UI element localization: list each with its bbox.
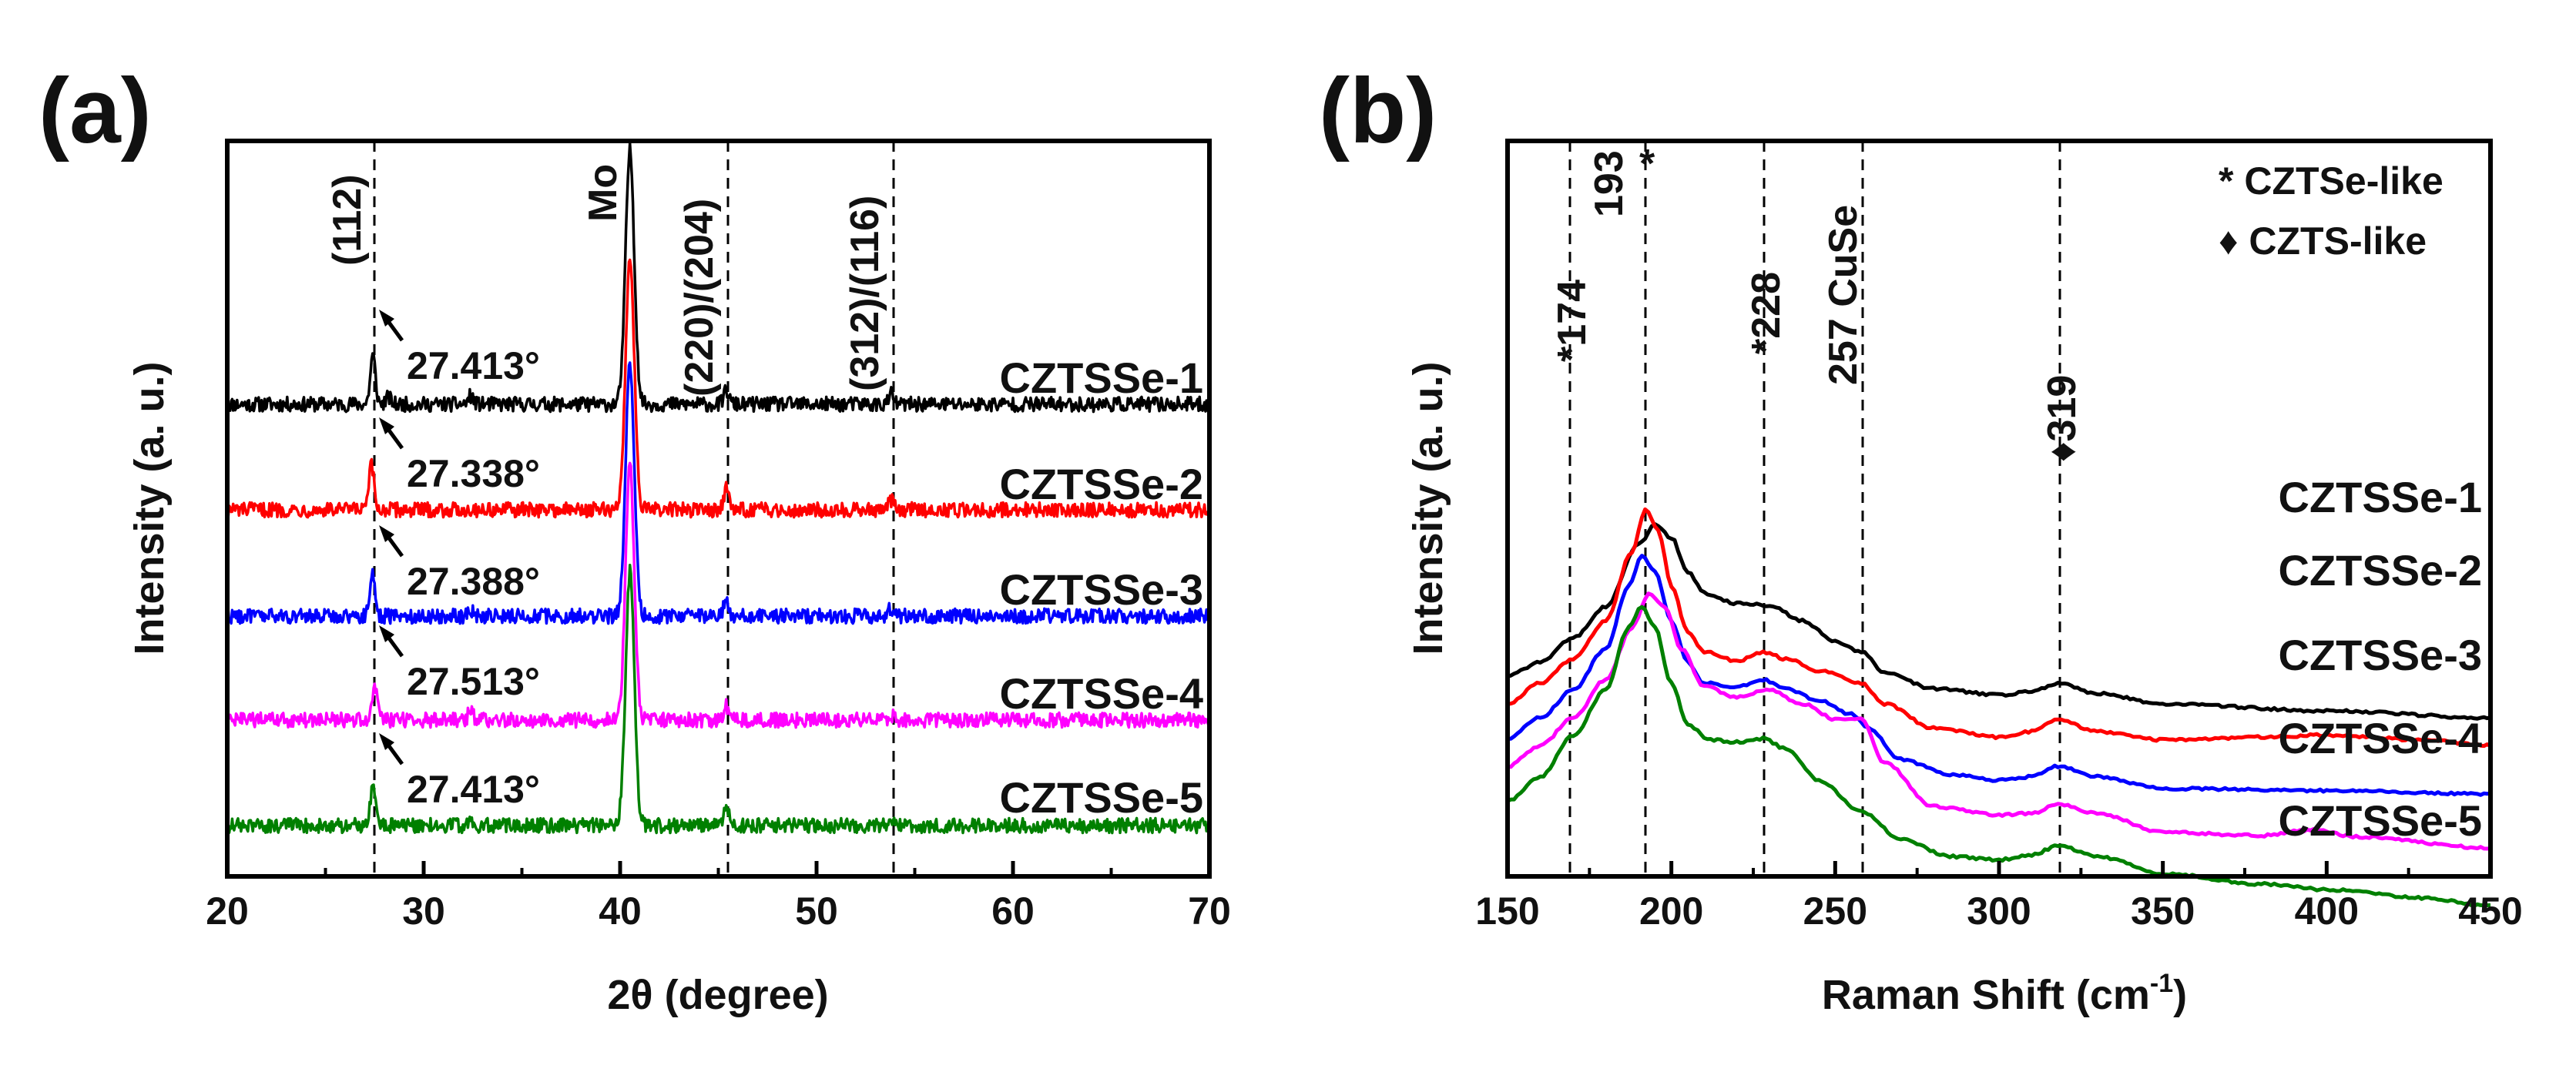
panel-b-reference-lines bbox=[1568, 141, 2061, 876]
raman-series-1 bbox=[1507, 522, 2491, 721]
peak-label-174: *174 bbox=[1550, 280, 1595, 362]
x-tick-label-a-50: 50 bbox=[795, 889, 838, 933]
panel-a-reference-lines bbox=[373, 141, 895, 876]
panel-b-y-axis-title: Intensity (a. u.) bbox=[1405, 361, 1451, 655]
peak-label-112: (112) bbox=[325, 174, 370, 266]
position-label-1: 27.413° bbox=[407, 344, 540, 387]
xrd-series-4 bbox=[226, 461, 1210, 729]
panel-a-series bbox=[226, 142, 1211, 835]
peak-label-257-cuse: 257 CuSe bbox=[1821, 205, 1866, 385]
peak-label-319: ♦319 bbox=[2040, 375, 2085, 462]
series-label-b-3: CZTSSe-3 bbox=[2279, 631, 2483, 679]
x-tick-label-b-250: 250 bbox=[1803, 889, 1867, 933]
peak-label-193-star: * bbox=[1639, 142, 1655, 186]
arrow-head-2 bbox=[379, 417, 394, 434]
panel-b-series bbox=[1506, 507, 2492, 908]
position-label-3: 27.388° bbox=[407, 560, 540, 603]
x-tick-label-a-40: 40 bbox=[599, 889, 642, 933]
series-label-a-2: CZTSSe-2 bbox=[1000, 460, 1204, 508]
panel-b-x-axis-title-sup: -1 bbox=[2150, 969, 2173, 998]
position-label-5: 27.413° bbox=[407, 768, 540, 811]
panel-b-x-axis-title: Raman Shift (cm-1) bbox=[1822, 969, 2187, 1018]
panel-a-x-axis-title: 2θ (degree) bbox=[607, 972, 828, 1018]
arrow-head-3 bbox=[379, 525, 394, 542]
legend-item-czts: ♦ CZTS-like bbox=[2219, 219, 2427, 263]
peak-label-312-116: (312)/(116) bbox=[843, 196, 887, 391]
x-tick-label-a-70: 70 bbox=[1188, 889, 1231, 933]
arrow-head-4 bbox=[379, 625, 394, 642]
peak-label-220-204: (220)/(204) bbox=[677, 199, 722, 397]
raman-series-5 bbox=[1506, 605, 2491, 908]
series-label-b-4: CZTSSe-4 bbox=[2279, 714, 2483, 762]
panel-b-ticks: 150 200 250 300 350 400 450 bbox=[1475, 861, 2523, 933]
panel-b-letter: (b) bbox=[1319, 59, 1437, 162]
arrow-head-1 bbox=[379, 310, 394, 327]
panel-a: (a) 20 30 40 50 60 70 (112) Mo (220)/(204) (3… bbox=[39, 59, 1231, 1018]
xrd-series-3 bbox=[226, 361, 1211, 625]
x-tick-label-b-450: 450 bbox=[2458, 889, 2522, 933]
series-label-a-5: CZTSSe-5 bbox=[1000, 773, 1204, 822]
series-label-a-3: CZTSSe-3 bbox=[1000, 565, 1204, 614]
panel-b: (b) 150 200 250 300 350 400 450 *174 193 * *22… bbox=[1319, 59, 2523, 1018]
x-tick-label-a-30: 30 bbox=[402, 889, 445, 933]
series-label-b-2: CZTSSe-2 bbox=[2279, 546, 2483, 595]
raman-series-4 bbox=[1507, 591, 2491, 851]
xrd-series-2 bbox=[226, 258, 1211, 519]
x-tick-label-b-300: 300 bbox=[1967, 889, 2031, 933]
peak-label-mo: Mo bbox=[581, 164, 626, 222]
x-tick-label-b-200: 200 bbox=[1639, 889, 1703, 933]
arrow-head-5 bbox=[379, 733, 394, 750]
x-tick-label-b-400: 400 bbox=[2295, 889, 2359, 933]
series-label-b-1: CZTSSe-1 bbox=[2279, 473, 2483, 521]
x-tick-label-a-60: 60 bbox=[991, 889, 1035, 933]
panel-a-letter: (a) bbox=[39, 59, 152, 162]
xrd-series-1 bbox=[226, 142, 1211, 414]
panel-a-position-annotations: 27.413° 27.338° 27.388° 27.513° 27.413° bbox=[379, 310, 540, 811]
series-label-a-1: CZTSSe-1 bbox=[1000, 353, 1204, 402]
xrd-series-5 bbox=[226, 563, 1211, 835]
panel-a-y-axis-title: Intensity (a. u.) bbox=[126, 361, 173, 655]
panel-b-x-axis-title-main: Raman Shift (cm bbox=[1822, 972, 2150, 1018]
x-tick-label-b-150: 150 bbox=[1475, 889, 1539, 933]
peak-label-193: 193 bbox=[1587, 150, 1632, 217]
position-label-4: 27.513° bbox=[407, 660, 540, 703]
panel-b-x-axis-title-end: ) bbox=[2173, 972, 2187, 1018]
x-tick-label-a-20: 20 bbox=[206, 889, 249, 933]
legend-item-cztse: * CZTSe-like bbox=[2219, 159, 2444, 203]
peak-label-228: *228 bbox=[1744, 272, 1789, 354]
raman-series-2 bbox=[1507, 507, 2492, 749]
panel-b-legend: * CZTSe-like ♦ CZTS-like bbox=[2219, 159, 2444, 263]
series-label-b-5: CZTSSe-5 bbox=[2279, 796, 2483, 845]
position-label-2: 27.338° bbox=[407, 452, 540, 495]
x-tick-label-b-350: 350 bbox=[2131, 889, 2195, 933]
panel-a-ticks: 20 30 40 50 60 70 bbox=[206, 861, 1231, 933]
series-label-a-4: CZTSSe-4 bbox=[1000, 669, 1204, 718]
